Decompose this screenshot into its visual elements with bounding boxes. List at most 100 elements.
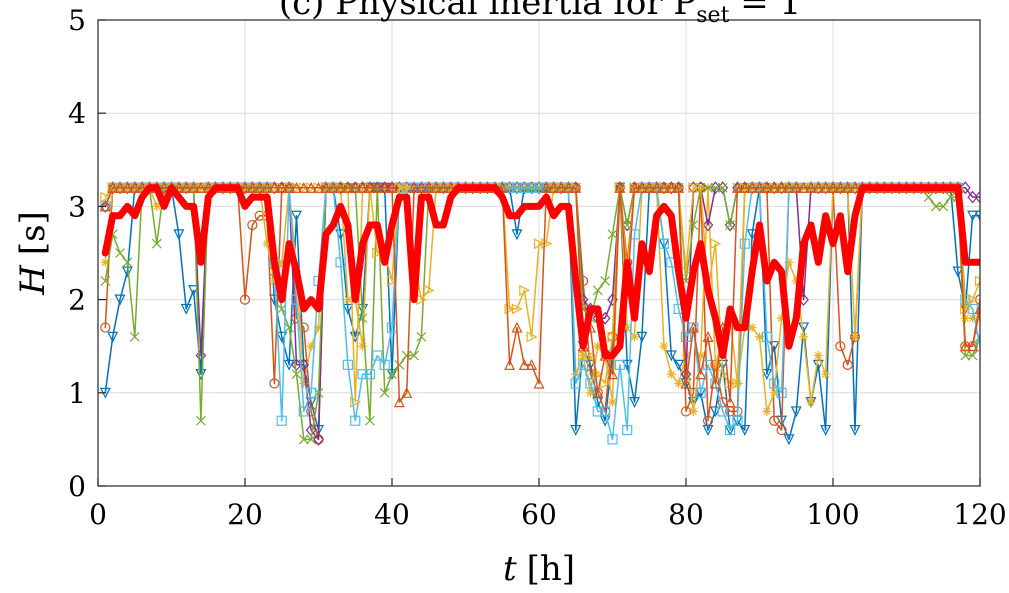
data-point — [585, 378, 596, 389]
data-point — [299, 378, 309, 388]
x-tick-label: 20 — [227, 498, 263, 531]
data-point — [732, 415, 743, 426]
data-point — [607, 229, 618, 240]
data-point — [100, 322, 111, 333]
x-tick-label: 120 — [953, 498, 1006, 531]
data-point — [798, 322, 810, 334]
data-point — [739, 424, 751, 436]
data-point — [608, 397, 617, 407]
data-point — [284, 322, 295, 333]
data-point — [114, 294, 126, 306]
chart-title: (c) Physical inertia for Pset = 1 — [279, 0, 801, 28]
data-point — [129, 331, 140, 342]
data-point — [724, 424, 736, 436]
data-point — [555, 181, 567, 193]
data-point — [755, 332, 764, 342]
data-point — [541, 238, 553, 250]
data-point — [622, 323, 632, 333]
data-point — [570, 181, 582, 193]
y-tick-label: 0 — [68, 470, 86, 503]
data-point — [974, 294, 980, 305]
data-point — [842, 181, 854, 193]
data-point — [938, 201, 949, 212]
data-point — [600, 406, 611, 417]
data-point — [291, 369, 302, 380]
data-point — [584, 359, 596, 371]
data-point — [409, 350, 419, 361]
data-point — [298, 322, 309, 333]
data-point — [386, 275, 398, 287]
data-point — [777, 313, 787, 323]
data-point — [379, 359, 390, 370]
x-axis-label: t [h] — [503, 549, 575, 589]
data-point — [276, 181, 288, 193]
data-point — [585, 388, 595, 398]
x-tick-label: 40 — [374, 498, 410, 531]
data-point — [342, 181, 354, 193]
data-point — [974, 303, 980, 315]
data-point — [629, 397, 641, 408]
data-point — [548, 181, 560, 193]
data-point — [791, 276, 801, 286]
data-point — [268, 181, 280, 193]
data-point — [724, 396, 736, 408]
data-point — [283, 181, 295, 193]
data-point — [188, 285, 200, 297]
data-point — [658, 238, 670, 249]
data-point — [702, 218, 714, 232]
data-point — [122, 257, 133, 268]
data-point — [291, 313, 302, 324]
data-point — [630, 332, 640, 342]
data-point — [768, 181, 780, 193]
data-point — [806, 397, 816, 407]
data-point — [540, 181, 552, 193]
data-point — [511, 321, 523, 333]
data-point — [100, 199, 111, 213]
data-point — [379, 181, 390, 195]
data-point — [349, 181, 361, 193]
data-point — [659, 341, 669, 351]
data-point — [306, 434, 317, 445]
data-point — [276, 415, 287, 426]
data-point — [195, 181, 207, 193]
data-point — [967, 340, 979, 352]
data-point — [674, 378, 684, 388]
data-point — [746, 181, 758, 193]
data-point — [834, 181, 846, 193]
data-point — [577, 359, 589, 370]
data-point — [358, 341, 368, 351]
data-point — [732, 378, 744, 389]
data-point — [107, 182, 119, 194]
data-point — [298, 181, 310, 193]
data-point — [115, 248, 125, 258]
data-point — [695, 368, 707, 380]
data-point — [342, 359, 353, 370]
data-point — [717, 368, 729, 380]
data-point — [725, 220, 736, 230]
data-point — [666, 369, 676, 379]
data-point — [195, 415, 206, 426]
data-point — [152, 201, 162, 211]
data-point — [739, 181, 751, 193]
data-point — [761, 181, 773, 193]
data-point — [680, 377, 692, 389]
data-point — [570, 424, 582, 436]
data-point — [107, 181, 119, 193]
data-point — [364, 369, 376, 380]
data-point — [798, 181, 810, 193]
data-point — [960, 303, 972, 315]
data-point — [805, 181, 817, 193]
data-point — [158, 181, 170, 193]
data-point — [849, 181, 861, 193]
data-point — [849, 424, 861, 436]
series-line — [101, 184, 980, 359]
data-point — [379, 387, 390, 398]
data-point — [350, 415, 361, 426]
data-point — [813, 351, 823, 361]
data-point — [968, 313, 978, 323]
data-point — [408, 181, 420, 193]
data-point — [423, 284, 435, 296]
data-point — [394, 359, 405, 370]
data-point — [313, 432, 324, 446]
